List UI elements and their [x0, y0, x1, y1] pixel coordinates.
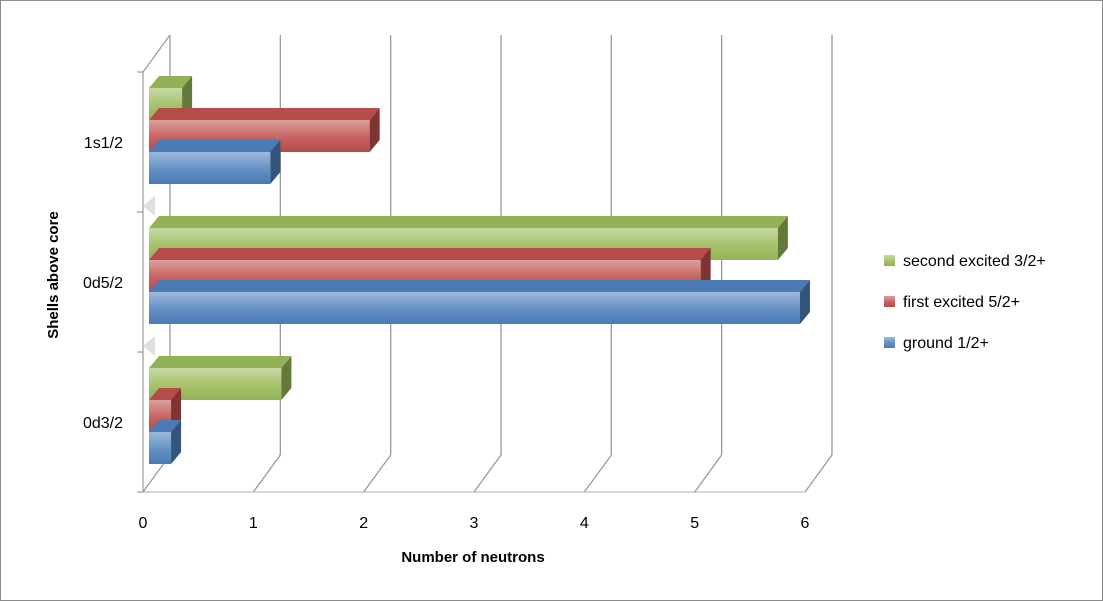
x-tick-label: 1 — [249, 515, 258, 532]
y-tick-label: 0d3/2 — [83, 415, 123, 432]
wall-edge-top — [142, 34, 171, 73]
bar-top-face — [149, 76, 193, 88]
bar-top-face — [149, 108, 380, 120]
x-tick-label: 6 — [801, 515, 810, 532]
y-tick-label: 1s1/2 — [84, 135, 123, 152]
legend-item: first excited 5/2+ — [884, 294, 1020, 311]
gridline-floor — [694, 454, 723, 493]
bars — [149, 76, 810, 464]
bar-top-face — [149, 356, 292, 368]
bar-side-face — [369, 108, 380, 152]
bar-0d5/2-ground-1/2+ — [149, 280, 810, 324]
x-tick-label: 2 — [359, 515, 368, 532]
y-tick-label: 0d5/2 — [83, 275, 123, 292]
legend-swatch — [884, 296, 895, 307]
y-tick-labels: 0d3/2 0d5/2 1s1/2 — [83, 135, 123, 432]
bar-top-face — [149, 140, 281, 152]
wall-shadow — [143, 196, 155, 216]
x-tick-label: 5 — [690, 515, 699, 532]
bar-side-face — [281, 356, 292, 400]
legend: second excited 3/2+ first excited 5/2+ gro… — [884, 253, 1046, 352]
bar-side-face — [799, 280, 810, 324]
legend-label: first excited 5/2+ — [903, 294, 1020, 311]
bar-top-face — [149, 248, 711, 260]
bar-side-face — [777, 216, 788, 260]
legend-item: ground 1/2+ — [884, 335, 989, 352]
x-tick-label: 3 — [470, 515, 479, 532]
bar-side-face — [171, 420, 182, 464]
x-tick-labels: 0 1 2 3 4 5 6 — [139, 515, 810, 532]
bar-0d3/2-second-excited-3/2+ — [149, 356, 292, 400]
y-axis-title: Shells above core — [45, 211, 62, 339]
legend-swatch — [884, 255, 895, 266]
legend-label: second excited 3/2+ — [903, 253, 1046, 270]
gridline-floor — [363, 454, 392, 493]
bar-front-face — [149, 152, 271, 184]
bar-top-face — [149, 420, 182, 432]
wall-shadow — [143, 336, 155, 356]
gridline-floor — [473, 454, 502, 493]
bar-side-face — [270, 140, 281, 184]
bar-1s1/2-ground-1/2+ — [149, 140, 281, 184]
bar-top-face — [149, 388, 182, 400]
bar-top-face — [149, 216, 788, 228]
bar-top-face — [149, 280, 810, 292]
gridline-floor — [583, 454, 612, 493]
legend-label: ground 1/2+ — [903, 335, 989, 352]
gridline-floor — [252, 454, 281, 493]
legend-item: second excited 3/2+ — [884, 253, 1046, 270]
x-axis-title: Number of neutrons — [401, 549, 544, 566]
bar-front-face — [149, 432, 172, 464]
bar-front-face — [149, 292, 800, 324]
x-tick-label: 0 — [139, 515, 148, 532]
x-tick-label: 4 — [580, 515, 589, 532]
legend-swatch — [884, 337, 895, 348]
gridline-floor — [804, 454, 833, 493]
bar-0d3/2-ground-1/2+ — [149, 420, 182, 464]
chart-walls — [142, 34, 171, 492]
